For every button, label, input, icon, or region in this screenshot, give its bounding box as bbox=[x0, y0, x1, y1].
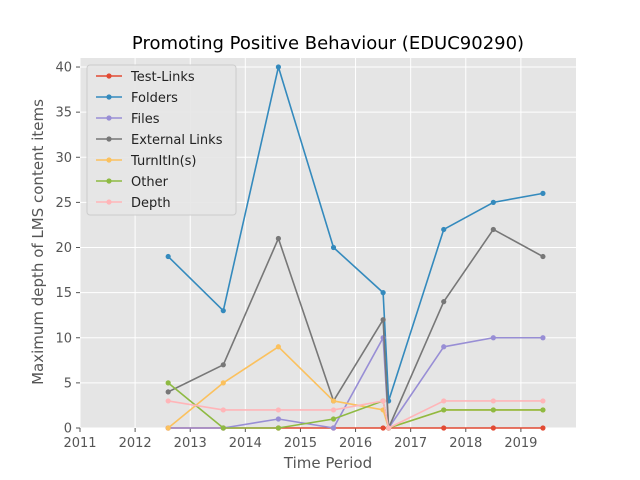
data-point bbox=[220, 308, 226, 314]
legend-item: Test-Links bbox=[96, 70, 195, 85]
data-point bbox=[220, 407, 226, 413]
series-depth bbox=[165, 398, 546, 431]
data-point bbox=[490, 335, 496, 341]
legend-item: External Links bbox=[96, 133, 223, 148]
data-point bbox=[540, 425, 546, 431]
data-point bbox=[441, 398, 447, 404]
legend-item: Other bbox=[96, 175, 169, 190]
data-point bbox=[330, 416, 337, 422]
legend-marker bbox=[106, 157, 112, 163]
legend-marker bbox=[106, 94, 112, 100]
legend-label: Depth bbox=[131, 196, 171, 211]
x-axis: 2011 2012 2013 2014 2015 2016 2017 2018 2019 bbox=[63, 428, 537, 451]
x-axis-label: Time Period bbox=[283, 454, 372, 472]
series-group bbox=[165, 64, 546, 431]
legend-box bbox=[86, 64, 237, 216]
x-tick-label: 2018 bbox=[449, 436, 482, 451]
legend-marker bbox=[106, 115, 112, 121]
legend-label: External Links bbox=[131, 133, 223, 148]
data-point bbox=[330, 425, 337, 431]
series-folders bbox=[165, 64, 546, 404]
legend-marker bbox=[106, 73, 112, 79]
legend-label: Test-Links bbox=[130, 70, 195, 85]
y-axis-label: Maximum depth of LMS content items bbox=[29, 99, 47, 385]
legend-label: TurnItIn(s) bbox=[130, 154, 196, 169]
data-point bbox=[275, 344, 281, 350]
data-point bbox=[275, 425, 281, 431]
legend-label: Files bbox=[131, 112, 160, 127]
data-point bbox=[165, 425, 171, 431]
data-point bbox=[490, 226, 496, 233]
y-tick-label: 20 bbox=[55, 241, 72, 256]
data-point bbox=[441, 344, 447, 350]
legend-marker bbox=[106, 178, 112, 184]
data-point bbox=[275, 407, 281, 413]
y-tick-label: 5 bbox=[64, 376, 72, 391]
data-point bbox=[330, 407, 337, 413]
y-tick-label: 40 bbox=[55, 61, 72, 76]
y-tick-label: 10 bbox=[55, 331, 72, 346]
data-point bbox=[330, 398, 337, 404]
data-point bbox=[380, 335, 386, 341]
data-point bbox=[540, 335, 546, 341]
data-point bbox=[275, 235, 281, 242]
data-point bbox=[165, 398, 171, 404]
data-point bbox=[380, 290, 386, 296]
legend: Test-Links Folders Files External Links Turn… bbox=[86, 64, 237, 216]
data-point bbox=[380, 317, 386, 323]
data-point bbox=[380, 425, 386, 431]
x-tick-label: 2011 bbox=[63, 436, 96, 451]
x-tick-label: 2017 bbox=[394, 436, 427, 451]
chart-title: Promoting Positive Behaviour (EDUC90290) bbox=[132, 33, 524, 54]
data-point bbox=[540, 190, 546, 196]
data-point bbox=[490, 425, 496, 431]
legend-item: Files bbox=[96, 112, 160, 127]
data-point bbox=[540, 407, 546, 413]
data-point bbox=[490, 407, 496, 413]
y-tick-label: 15 bbox=[55, 286, 72, 301]
data-point bbox=[165, 380, 171, 386]
x-tick-label: 2015 bbox=[284, 436, 317, 451]
data-point bbox=[380, 398, 386, 404]
data-point bbox=[220, 380, 226, 386]
data-point bbox=[220, 425, 226, 431]
y-tick-label: 25 bbox=[55, 196, 72, 211]
legend-item: TurnItIn(s) bbox=[96, 154, 196, 169]
data-point bbox=[386, 425, 392, 431]
y-tick-label: 30 bbox=[55, 151, 72, 166]
data-point bbox=[490, 398, 496, 404]
x-tick-label: 2013 bbox=[174, 436, 207, 451]
y-tick-label: 35 bbox=[55, 106, 72, 121]
data-point bbox=[540, 398, 546, 404]
data-point bbox=[220, 362, 226, 368]
legend-item: Folders bbox=[96, 91, 178, 106]
data-point bbox=[275, 416, 281, 422]
legend-label: Folders bbox=[131, 91, 178, 106]
data-point bbox=[441, 226, 447, 233]
data-point bbox=[441, 299, 447, 305]
data-point bbox=[165, 389, 171, 395]
legend-item: Depth bbox=[96, 196, 171, 211]
legend-marker bbox=[106, 136, 112, 142]
data-point bbox=[165, 253, 171, 260]
x-tick-label: 2019 bbox=[504, 436, 537, 451]
legend-marker bbox=[106, 199, 112, 205]
legend-label: Other bbox=[131, 175, 169, 190]
x-tick-label: 2012 bbox=[119, 436, 152, 451]
x-tick-label: 2014 bbox=[229, 436, 262, 451]
data-point bbox=[330, 244, 337, 251]
data-point bbox=[540, 253, 546, 260]
data-point bbox=[441, 407, 447, 413]
y-tick-label: 0 bbox=[64, 422, 72, 437]
data-point bbox=[441, 425, 447, 431]
y-axis: 0 5 10 15 20 25 30 35 40 bbox=[55, 61, 80, 437]
data-point bbox=[490, 199, 496, 205]
data-point bbox=[275, 64, 281, 70]
x-tick-label: 2016 bbox=[339, 436, 372, 451]
